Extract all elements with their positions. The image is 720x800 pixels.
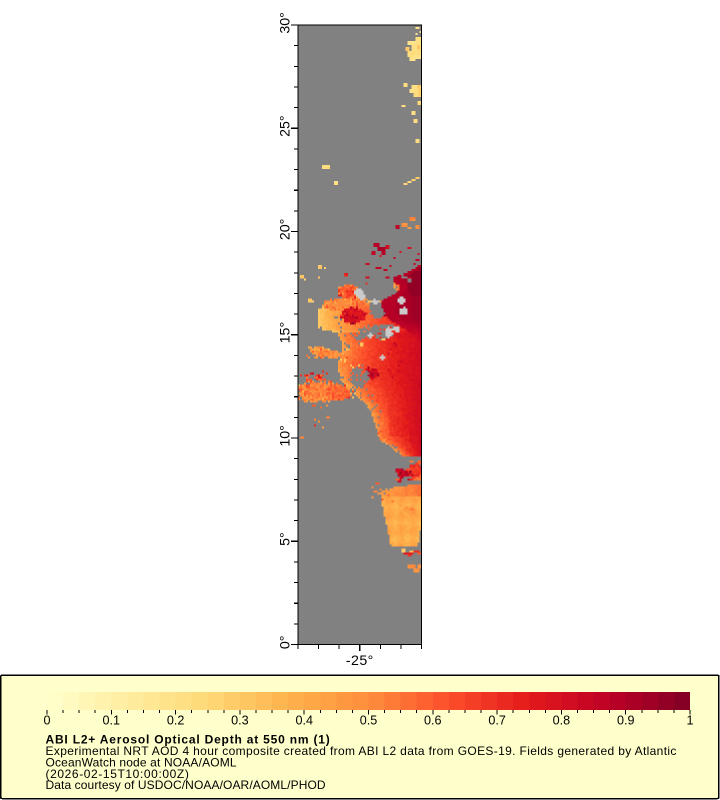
svg-text:0.9: 0.9 — [617, 714, 635, 728]
svg-text:10°: 10° — [277, 425, 293, 446]
svg-text:Data courtesy of USDOC/NOAA/OA: Data courtesy of USDOC/NOAA/OAR/AOML/PHO… — [46, 778, 326, 792]
svg-text:0.1: 0.1 — [103, 714, 121, 728]
svg-text:25°: 25° — [277, 115, 293, 136]
svg-text:(2026-02-15T10:00:00Z): (2026-02-15T10:00:00Z) — [46, 767, 190, 781]
svg-text:OceanWatch node at NOAA/AOML: OceanWatch node at NOAA/AOML — [46, 755, 237, 769]
svg-text:0.7: 0.7 — [488, 714, 506, 728]
svg-text:0.6: 0.6 — [424, 714, 442, 728]
svg-text:5°: 5° — [277, 532, 293, 546]
svg-text:0: 0 — [43, 714, 50, 728]
svg-text:1: 1 — [686, 714, 693, 728]
svg-text:ABI L2+ Aerosol Optical Depth: ABI L2+ Aerosol Optical Depth at 550 nm … — [46, 733, 331, 747]
svg-text:0.8: 0.8 — [553, 714, 571, 728]
svg-text:Experimental NRT AOD 4 hour co: Experimental NRT AOD 4 hour composite cr… — [46, 744, 677, 758]
svg-text:0°: 0° — [277, 636, 293, 650]
svg-text:0.3: 0.3 — [231, 714, 249, 728]
svg-text:20°: 20° — [277, 219, 293, 240]
svg-text:15°: 15° — [277, 322, 293, 343]
svg-text:-25°: -25° — [346, 653, 374, 669]
svg-text:0.4: 0.4 — [295, 714, 313, 728]
svg-text:0.2: 0.2 — [167, 714, 185, 728]
svg-text:30°: 30° — [277, 12, 293, 33]
svg-text:0.5: 0.5 — [360, 714, 378, 728]
